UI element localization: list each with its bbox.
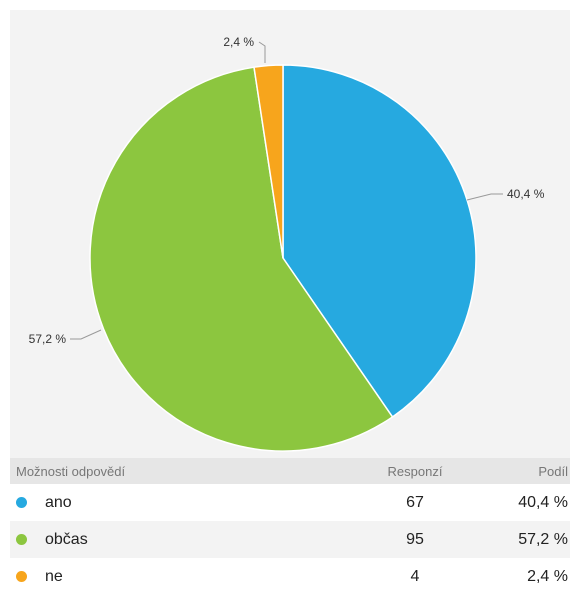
- legend-dot-icon: [16, 534, 27, 545]
- pie-leader-line: [258, 41, 266, 63]
- pie-data-label: 40,4 %: [507, 187, 545, 201]
- responses-count: 4: [410, 567, 420, 585]
- pie-slice-2: [89, 66, 394, 452]
- pie-data-label: 2,4 %: [223, 35, 254, 49]
- pie-leader-line: [70, 329, 102, 340]
- share-value: 57,2 %: [518, 530, 568, 548]
- header-responses: Responzí: [387, 463, 443, 479]
- pie-chart: 40,4 % 57,2 % 2,4 %: [29, 35, 545, 452]
- responses-count: 67: [406, 493, 424, 511]
- option-label: ano: [45, 493, 72, 511]
- table-row: občas 95 57,2 %: [10, 521, 570, 558]
- table-row: ne 4 2,4 %: [10, 558, 570, 595]
- option-label: ne: [45, 567, 63, 585]
- table-header: Možnosti odpovědí Responzí Podíl: [10, 458, 570, 484]
- share-value: 40,4 %: [518, 493, 568, 511]
- responses-count: 95: [406, 530, 424, 548]
- header-options: Možnosti odpovědí: [16, 463, 126, 479]
- results-table: Možnosti odpovědí Responzí Podíl ano 67 …: [10, 458, 570, 595]
- header-share: Podíl: [538, 463, 568, 479]
- legend-dot-icon: [16, 497, 27, 508]
- table-row: ano 67 40,4 %: [10, 484, 570, 521]
- pie-slice-3: [253, 64, 284, 259]
- pie-leader-line: [466, 193, 503, 201]
- pie-chart-panel: 40,4 % 57,2 % 2,4 %: [10, 10, 570, 458]
- share-value: 2,4 %: [527, 567, 568, 585]
- pie-data-label: 57,2 %: [29, 332, 67, 346]
- legend-dot-icon: [16, 571, 27, 582]
- pie-slice-1: [282, 64, 477, 418]
- option-label: občas: [45, 530, 88, 548]
